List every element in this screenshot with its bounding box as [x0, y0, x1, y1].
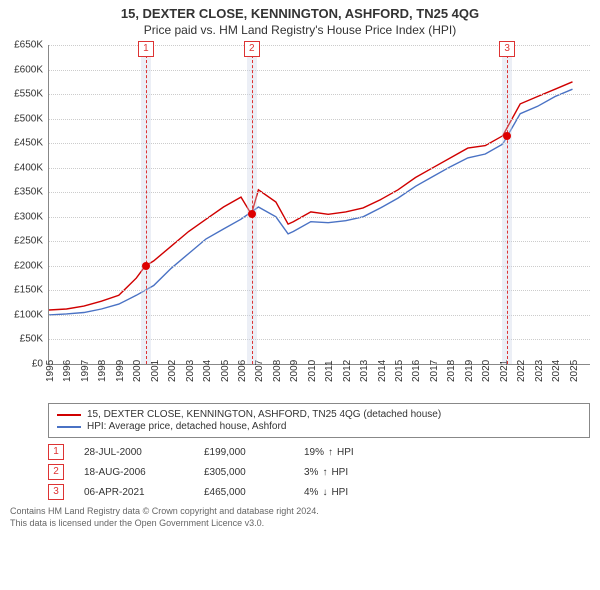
sale-diff: 3% ↑ HPI [304, 467, 348, 478]
x-tick-label: 2015 [394, 360, 405, 382]
x-tick-label: 1995 [45, 360, 56, 382]
sale-diff: 19% ↑ HPI [304, 447, 354, 458]
series-line [49, 89, 573, 315]
legend: 15, DEXTER CLOSE, KENNINGTON, ASHFORD, T… [48, 403, 590, 438]
marker-line [507, 45, 508, 364]
y-tick-label: £50K [20, 334, 43, 345]
arrow-icon: ↓ [322, 487, 327, 498]
legend-item-hpi: HPI: Average price, detached house, Ashf… [57, 421, 581, 432]
sale-diff-label: HPI [337, 447, 354, 458]
sale-date: 18-AUG-2006 [84, 467, 204, 478]
sale-diff-label: HPI [331, 467, 348, 478]
x-tick-label: 1999 [115, 360, 126, 382]
y-tick-label: £300K [14, 211, 43, 222]
y-tick-label: £200K [14, 260, 43, 271]
x-tick-label: 2022 [516, 360, 527, 382]
sale-number-box: 2 [48, 464, 64, 480]
x-tick-label: 2010 [307, 360, 318, 382]
x-tick-label: 2020 [481, 360, 492, 382]
sale-price: £305,000 [204, 467, 304, 478]
sale-price: £465,000 [204, 487, 304, 498]
x-tick-label: 2012 [342, 360, 353, 382]
chart-subtitle: Price paid vs. HM Land Registry's House … [10, 23, 590, 37]
footer-line-2: This data is licensed under the Open Gov… [10, 518, 590, 530]
x-tick-label: 2009 [289, 360, 300, 382]
y-tick-label: £600K [14, 64, 43, 75]
x-tick-label: 2016 [411, 360, 422, 382]
y-tick-label: £400K [14, 162, 43, 173]
footer: Contains HM Land Registry data © Crown c… [10, 506, 590, 529]
sale-row: 3 06-APR-2021£465,0004% ↓ HPI [48, 484, 590, 500]
sale-number-box: 3 [48, 484, 64, 500]
sale-diff-pct: 3% [304, 467, 318, 478]
x-tick-label: 2018 [446, 360, 457, 382]
x-tick-label: 2001 [150, 360, 161, 382]
sale-number-box: 1 [48, 444, 64, 460]
x-tick-label: 2003 [185, 360, 196, 382]
x-tick-label: 1998 [97, 360, 108, 382]
x-tick-label: 2024 [551, 360, 562, 382]
sale-diff-label: HPI [331, 487, 348, 498]
legend-swatch-hpi [57, 426, 81, 428]
y-tick-label: £650K [14, 40, 43, 51]
x-tick-label: 1996 [62, 360, 73, 382]
legend-swatch-property [57, 414, 81, 416]
sale-date: 06-APR-2021 [84, 487, 204, 498]
sale-date: 28-JUL-2000 [84, 447, 204, 458]
x-tick-label: 2005 [220, 360, 231, 382]
series-line [49, 82, 573, 310]
legend-label-hpi: HPI: Average price, detached house, Ashf… [87, 421, 286, 432]
x-tick-label: 2023 [534, 360, 545, 382]
chart-plot-area: £0£50K£100K£150K£200K£250K£300K£350K£400… [48, 45, 590, 365]
sale-row: 2 18-AUG-2006£305,0003% ↑ HPI [48, 464, 590, 480]
marker-number-box: 2 [244, 41, 260, 57]
sale-price: £199,000 [204, 447, 304, 458]
footer-line-1: Contains HM Land Registry data © Crown c… [10, 506, 590, 518]
marker-line [252, 45, 253, 364]
marker-line [146, 45, 147, 364]
x-tick-label: 2011 [324, 360, 335, 382]
x-tick-label: 2025 [569, 360, 580, 382]
chart-title: 15, DEXTER CLOSE, KENNINGTON, ASHFORD, T… [10, 6, 590, 21]
sale-row: 1 28-JUL-2000£199,00019% ↑ HPI [48, 444, 590, 460]
x-tick-label: 2008 [272, 360, 283, 382]
x-tick-label: 2004 [202, 360, 213, 382]
legend-item-property: 15, DEXTER CLOSE, KENNINGTON, ASHFORD, T… [57, 409, 581, 420]
chart-container: { "title": "15, DEXTER CLOSE, KENNINGTON… [0, 0, 600, 590]
sale-diff: 4% ↓ HPI [304, 487, 348, 498]
sale-point-dot [503, 132, 511, 140]
marker-number-box: 1 [138, 41, 154, 57]
sales-table: 1 28-JUL-2000£199,00019% ↑ HPI 2 18-AUG-2006£… [48, 444, 590, 500]
y-tick-label: £100K [14, 309, 43, 320]
y-tick-label: £500K [14, 113, 43, 124]
title-block: 15, DEXTER CLOSE, KENNINGTON, ASHFORD, T… [0, 0, 600, 39]
sale-diff-pct: 4% [304, 487, 318, 498]
y-tick-label: £350K [14, 187, 43, 198]
arrow-icon: ↑ [322, 467, 327, 478]
y-tick-label: £550K [14, 89, 43, 100]
x-tick-label: 2013 [359, 360, 370, 382]
y-tick-label: £450K [14, 138, 43, 149]
y-tick-label: £250K [14, 236, 43, 247]
x-tick-label: 2014 [377, 360, 388, 382]
legend-label-property: 15, DEXTER CLOSE, KENNINGTON, ASHFORD, T… [87, 409, 441, 420]
x-tick-label: 1997 [80, 360, 91, 382]
x-tick-label: 2019 [464, 360, 475, 382]
x-tick-label: 2002 [167, 360, 178, 382]
y-tick-label: £150K [14, 285, 43, 296]
marker-number-box: 3 [499, 41, 515, 57]
sale-diff-pct: 19% [304, 447, 324, 458]
x-tick-label: 2017 [429, 360, 440, 382]
arrow-icon: ↑ [328, 447, 333, 458]
y-tick-label: £0 [32, 359, 43, 370]
